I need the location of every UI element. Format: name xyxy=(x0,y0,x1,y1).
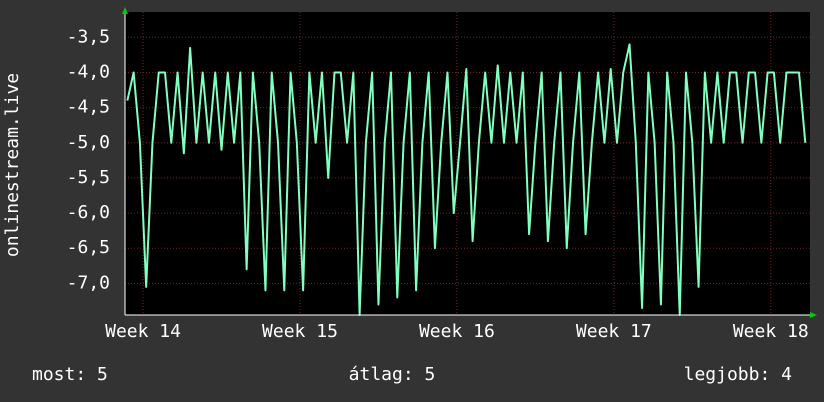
series xyxy=(126,43,807,316)
y-tick-label: -5,5 xyxy=(67,167,110,188)
x-tick-label: Week 14 xyxy=(105,321,181,342)
x-tick-label: Week 17 xyxy=(576,321,652,342)
footer-stat: most: 5 xyxy=(32,364,108,385)
y-tick-label: -6,5 xyxy=(67,237,110,258)
footer-stat: legjobb: 4 xyxy=(684,364,792,385)
plot-area xyxy=(125,12,810,315)
footer-stat: átlag: 5 xyxy=(349,364,436,385)
x-tick-label: Week 16 xyxy=(419,321,495,342)
y-axis-arrow xyxy=(122,7,128,14)
y-tick-label: -5,0 xyxy=(67,132,110,153)
y-tick-label: -6,0 xyxy=(67,202,110,223)
x-axis-arrow xyxy=(810,312,817,318)
y-tick-label: -4,5 xyxy=(67,97,110,118)
y-tick-label: -4,0 xyxy=(67,61,110,82)
y-tick-label: -3,5 xyxy=(67,26,110,47)
y-axis-label: onlinestream.live xyxy=(2,73,23,257)
series-line xyxy=(126,43,807,316)
y-tick-label: -7,0 xyxy=(67,272,110,293)
grid xyxy=(125,12,810,315)
x-tick-label: Week 15 xyxy=(262,321,338,342)
x-tick-label: Week 18 xyxy=(733,321,809,342)
